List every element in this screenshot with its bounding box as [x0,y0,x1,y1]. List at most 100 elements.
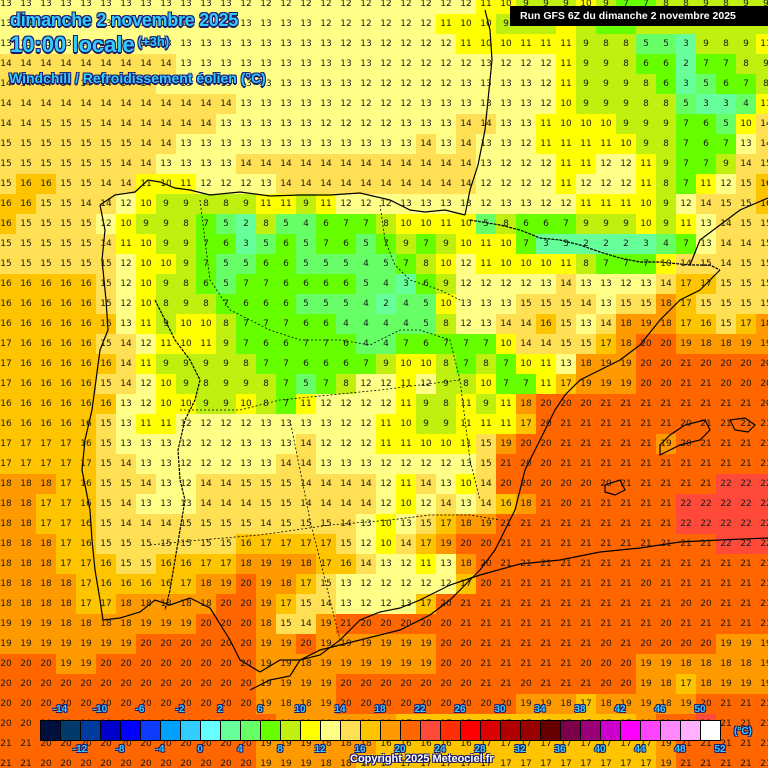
grid-cell [116,134,136,154]
grid-cell [616,154,636,174]
grid-cell [356,134,376,154]
grid-cell [596,54,616,74]
grid-cell [476,14,496,34]
grid-cell [656,54,676,74]
grid-cell [16,0,36,14]
grid-cell [196,134,216,154]
grid-cell [36,14,56,34]
grid-cell [756,74,768,94]
grid-cell [516,74,536,94]
grid-cell [96,14,116,34]
grid-cell [416,154,436,174]
grid-cell [336,54,356,74]
grid-cell [156,154,176,174]
grid-cell [596,134,616,154]
run-info-banner: Run GFS 6Z du dimanche 2 novembre 2025 [510,6,768,26]
grid-cell [376,74,396,94]
grid-cell [76,94,96,114]
grid-cell [276,74,296,94]
grid-cell [656,154,676,174]
grid-cell [0,74,16,94]
grid-cell [176,154,196,174]
grid-cell [176,134,196,154]
grid-cell [616,74,636,94]
legend-swatch [340,720,360,741]
grid-cell [756,94,768,114]
grid-cell [436,14,456,34]
legend-swatch [160,720,180,741]
legend-swatch [660,720,680,741]
grid-cell [56,134,76,154]
grid-cell [516,174,536,194]
grid-cell [716,154,736,174]
grid-cell [376,134,396,154]
grid-cell [56,34,76,54]
grid-cell [636,134,656,154]
grid-cell [536,94,556,114]
grid-cell [256,154,276,174]
grid-cell [156,94,176,114]
legend-tick-label: 22 [414,704,426,715]
grid-cell [456,94,476,114]
grid-cell [556,74,576,94]
legend-tick-label: 12 [314,744,326,755]
grid-cell [416,174,436,194]
legend-tick-label: 14 [334,704,346,715]
legend-tick-label: 0 [197,744,203,755]
grid-cell [376,114,396,134]
grid-cell [176,14,196,34]
grid-cell [316,14,336,34]
grid-cell [136,0,156,14]
grid-cell [456,134,476,154]
legend-tick-label: 46 [654,704,666,715]
grid-cell [416,74,436,94]
grid-cell [256,174,276,194]
grid-cell [0,34,16,54]
grid-cell [176,34,196,54]
grid-cell [736,74,756,94]
grid-cell [756,34,768,54]
legend-tick-label: -6 [135,704,145,715]
grid-cell [556,154,576,174]
legend-swatch [540,720,560,741]
grid-cell [96,154,116,174]
grid-cell [276,114,296,134]
grid-cell [76,54,96,74]
grid-cell [696,114,716,134]
grid-cell [756,154,768,174]
grid-cell [736,54,756,74]
grid-cell [276,14,296,34]
grid-cell [496,154,516,174]
grid-cell [456,174,476,194]
forecast-time: 10:00 locale (+3h) [10,32,169,58]
grid-cell [0,114,16,134]
grid-cell [416,0,436,14]
grid-cell [216,134,236,154]
grid-cell [16,54,36,74]
grid-cell [556,54,576,74]
grid-cell [196,74,216,94]
legend-swatch [420,720,440,741]
grid-cell [236,14,256,34]
grid-cell [216,54,236,74]
grid-cell [496,94,516,114]
legend-swatch [500,720,520,741]
grid-cell [36,54,56,74]
grid-cell [316,114,336,134]
legend-tick-label: 32 [514,744,526,755]
grid-cell [16,74,36,94]
grid-cell [56,114,76,134]
grid-cell [716,34,736,54]
grid-cell [216,94,236,114]
grid-cell [136,154,156,174]
grid-cell [56,94,76,114]
forecast-time-value: 10:00 locale [10,32,135,57]
grid-cell [436,34,456,54]
legend-swatch [440,720,460,741]
grid-cell [276,134,296,154]
grid-cell [176,114,196,134]
grid-cell [556,34,576,54]
legend-tick-label: -14 [52,704,68,715]
grid-cell [736,114,756,134]
grid-cell [16,114,36,134]
